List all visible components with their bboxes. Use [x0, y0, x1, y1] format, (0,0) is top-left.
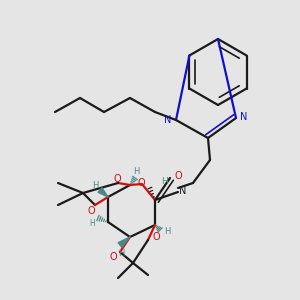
Text: H: H — [89, 218, 95, 227]
Polygon shape — [118, 237, 130, 247]
Text: O: O — [137, 178, 145, 188]
Polygon shape — [98, 188, 108, 197]
Text: O: O — [109, 252, 117, 262]
Text: N: N — [240, 112, 248, 122]
Text: N: N — [179, 186, 187, 196]
Text: H: H — [164, 227, 170, 236]
Text: O: O — [87, 206, 95, 216]
Text: H: H — [118, 248, 124, 257]
Text: H: H — [133, 167, 139, 176]
Text: O: O — [152, 232, 160, 242]
Text: O: O — [174, 171, 182, 181]
Text: H: H — [92, 181, 98, 190]
Text: O: O — [113, 174, 121, 184]
Text: N: N — [164, 115, 172, 125]
Text: H: H — [162, 178, 168, 187]
